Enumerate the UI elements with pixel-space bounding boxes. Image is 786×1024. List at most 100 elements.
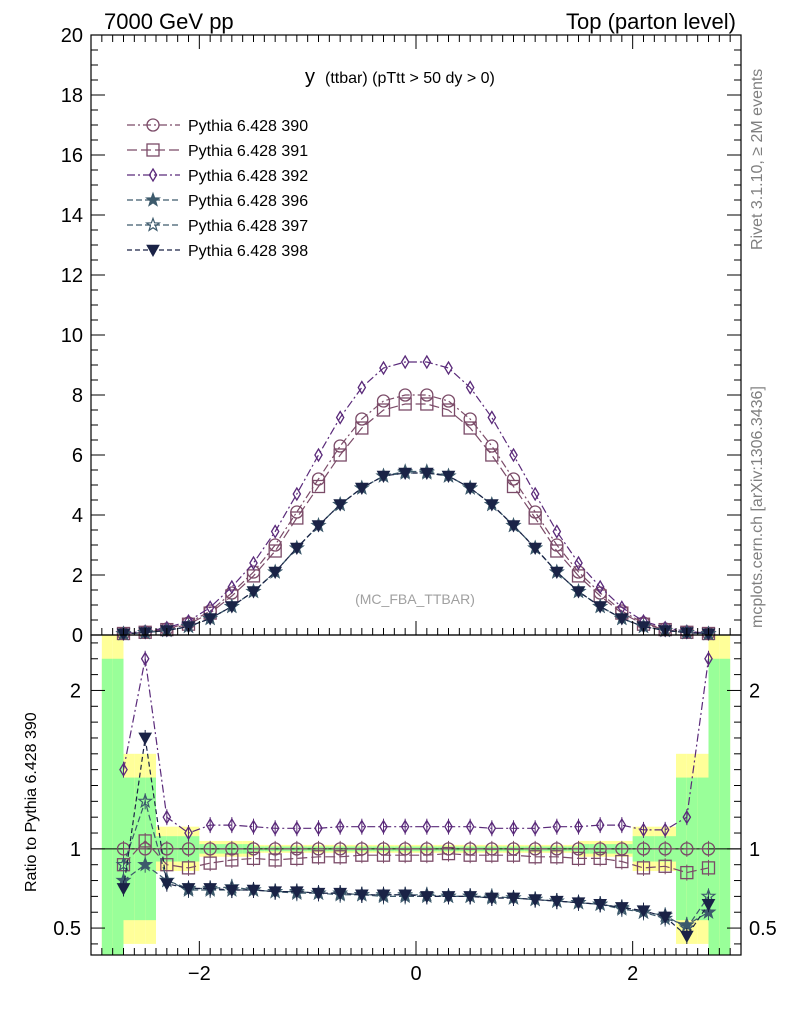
ratio-data-point bbox=[140, 651, 150, 667]
ratio-data-point bbox=[704, 651, 713, 667]
ratio-data-point bbox=[639, 822, 648, 838]
ratio-y-tick-label-right: 2 bbox=[749, 680, 760, 702]
ratio-data-point bbox=[701, 861, 716, 875]
main-data-point bbox=[419, 467, 434, 481]
main-data-point bbox=[354, 482, 369, 496]
main-data-point bbox=[420, 397, 434, 411]
watermark: (MC_FBA_TTBAR) bbox=[355, 591, 475, 607]
ratio-series-6 bbox=[116, 729, 716, 944]
ratio-y-tick-label: 1 bbox=[70, 839, 81, 861]
main-data-point bbox=[487, 410, 497, 425]
legend-label: Pythia 6.428 396 bbox=[188, 193, 308, 210]
ratio-data-point bbox=[593, 899, 608, 912]
legend-marker bbox=[146, 143, 160, 157]
ratio-data-point bbox=[487, 821, 497, 836]
ratio-data-point bbox=[636, 905, 651, 918]
legend-entry-1: Pythia 6.428 390 bbox=[127, 118, 308, 135]
ratio-data-point bbox=[181, 883, 196, 896]
main-data-point bbox=[574, 555, 583, 571]
ratio-data-point bbox=[615, 854, 629, 869]
main-data-point bbox=[595, 579, 605, 595]
ratio-data-point bbox=[398, 848, 412, 862]
ratio-data-point bbox=[268, 853, 282, 867]
main-data-point bbox=[333, 448, 347, 462]
main-data-point bbox=[355, 412, 369, 426]
main-data-point bbox=[268, 566, 283, 580]
ratio-data-point bbox=[335, 819, 345, 834]
ratio-data-point bbox=[184, 825, 193, 841]
ratio-series-line bbox=[122, 737, 709, 937]
ratio-data-point bbox=[636, 861, 651, 875]
ratio-plot bbox=[115, 650, 717, 944]
ratio-data-point bbox=[137, 856, 154, 872]
main-data-point bbox=[289, 542, 304, 556]
main-data-point bbox=[506, 472, 521, 486]
main-data-point bbox=[614, 613, 629, 626]
main-data-point bbox=[355, 421, 369, 435]
ratio-data-point bbox=[249, 819, 258, 834]
main-data-point bbox=[311, 520, 326, 533]
ratio-data-point bbox=[441, 891, 456, 904]
main-data-point bbox=[571, 586, 586, 599]
ratio-data-point bbox=[552, 819, 562, 834]
main-data-point bbox=[224, 601, 239, 614]
ratio-data-point bbox=[614, 902, 629, 915]
ratio-data-point bbox=[116, 883, 131, 896]
main-data-point bbox=[636, 621, 651, 634]
ratio-series-line bbox=[122, 658, 710, 834]
ratio-data-point bbox=[379, 819, 388, 834]
main-y-tick-label: 10 bbox=[61, 325, 83, 347]
main-data-point bbox=[593, 601, 608, 614]
main-data-point bbox=[181, 621, 196, 634]
ratio-data-point bbox=[224, 884, 239, 898]
ratio-data-point bbox=[162, 809, 172, 825]
mcplots-label: mcplots.cern.ch [arXiv:1306.3436] bbox=[749, 386, 766, 628]
legend-entry-6: Pythia 6.428 398 bbox=[127, 243, 308, 260]
plot-title: y (ttbar) (pTtt > 50 dy > 0) bbox=[305, 66, 495, 88]
legend-label: Pythia 6.428 390 bbox=[188, 118, 308, 135]
main-series-line bbox=[123, 394, 709, 635]
plot-title-main: y bbox=[305, 66, 315, 88]
ratio-data-point bbox=[138, 834, 152, 848]
main-data-point bbox=[398, 397, 412, 411]
ratio-data-point bbox=[137, 792, 154, 809]
ratio-data-point bbox=[679, 930, 694, 944]
main-y-tick-label: 12 bbox=[61, 265, 83, 287]
ratio-data-point bbox=[376, 889, 391, 902]
ratio-data-point bbox=[465, 819, 475, 834]
main-data-point bbox=[530, 486, 540, 502]
ratio-series-line bbox=[123, 840, 709, 874]
main-data-point bbox=[333, 499, 348, 512]
ratio-band-green bbox=[708, 658, 720, 955]
ratio-band-green bbox=[101, 658, 113, 955]
main-series-line bbox=[123, 361, 709, 634]
ratio-data-point bbox=[680, 842, 694, 856]
main-data-point bbox=[485, 439, 499, 453]
ratio-data-point bbox=[485, 848, 499, 862]
ratio-data-point bbox=[595, 817, 605, 833]
ratio-data-point bbox=[463, 848, 477, 862]
main-data-point bbox=[441, 394, 456, 408]
main-data-point bbox=[379, 360, 388, 376]
main-data-point bbox=[203, 613, 218, 626]
main-y-tick-label: 20 bbox=[61, 25, 83, 47]
main-series-line bbox=[123, 403, 709, 635]
ratio-data-point bbox=[701, 899, 716, 912]
plot-title-sub: (ttbar) (pTtt > 50 dy > 0) bbox=[325, 70, 495, 87]
main-data-point bbox=[509, 447, 518, 463]
ratio-data-point bbox=[227, 817, 237, 833]
main-data-point bbox=[441, 403, 456, 417]
ratio-data-point bbox=[400, 819, 410, 834]
ratio-data-point bbox=[463, 891, 478, 904]
ratio-data-point bbox=[376, 848, 391, 862]
ratio-data-point bbox=[333, 850, 347, 864]
main-data-point bbox=[376, 470, 391, 484]
ratio-data-point bbox=[571, 851, 586, 866]
ratio-data-point bbox=[574, 819, 583, 834]
ratio-data-point bbox=[658, 842, 672, 856]
header-left: 7000 GeV pp bbox=[104, 9, 234, 34]
legend-label: Pythia 6.428 392 bbox=[188, 168, 308, 185]
ratio-data-point bbox=[658, 859, 672, 873]
main-series-line bbox=[123, 472, 709, 635]
